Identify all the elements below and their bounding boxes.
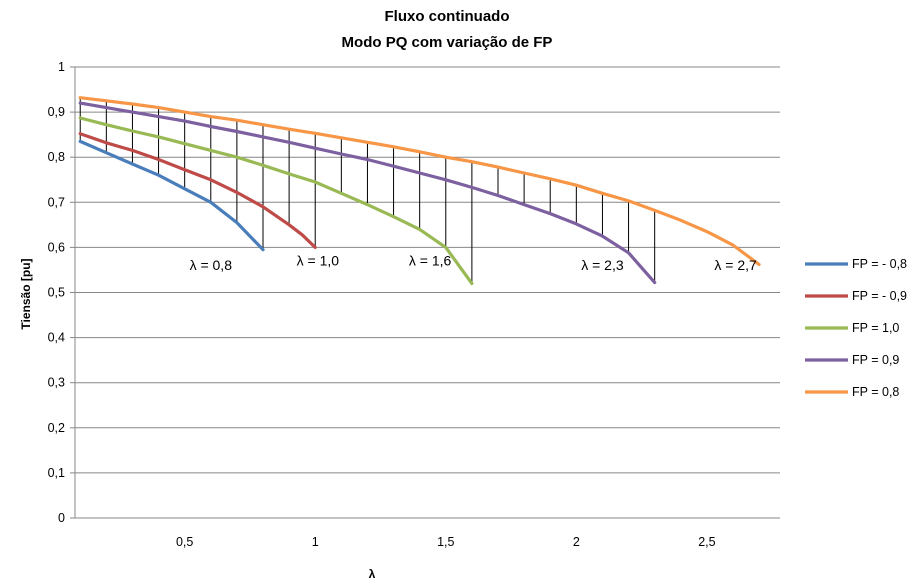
legend-label: FP = - 0,9 (852, 289, 907, 303)
x-tick-label: 2,5 (698, 535, 715, 549)
annotations: λ = 0,8 λ = 1,0 λ = 1,6 λ = 2,3 λ = 2,7 (190, 252, 757, 273)
axes: 0 0,1 0,2 0,3 0,4 0,5 0,6 0,7 0,8 0,9 1 0,5 1 1,5 2 2,5 (48, 60, 780, 549)
legend: FP = - 0,8 FP = - 0,9 FP = 1,0 FP = 0,9 FP =… (805, 257, 907, 399)
y-tick-label: 0,2 (48, 421, 65, 435)
series-lines (78, 96, 761, 286)
annotation-label: λ = 1,0 (297, 252, 340, 268)
x-tick-label: 1,5 (437, 535, 454, 549)
series-line (78, 96, 761, 267)
series-line (78, 132, 317, 249)
legend-label: FP = 1,0 (852, 321, 899, 335)
series-line (78, 116, 474, 286)
legend-label: FP = - 0,8 (852, 257, 907, 271)
x-axis-label: λ (369, 567, 376, 581)
x-tick-label: 0,5 (176, 535, 193, 549)
grid (75, 66, 780, 474)
y-axis-label: Tiensão [pu] (19, 258, 33, 329)
chart-title: Fluxo continuado (385, 8, 510, 25)
annotation-label: λ = 0,8 (190, 257, 233, 273)
annotation-label: λ = 2,7 (714, 257, 757, 273)
legend-label: FP = 0,9 (852, 353, 899, 367)
annotation-label: λ = 2,3 (581, 257, 624, 273)
y-tick-label: 0,5 (48, 286, 65, 300)
y-tick-label: 0,9 (48, 105, 65, 119)
x-tick-label: 2 (573, 535, 580, 549)
y-tick-label: 1 (58, 60, 65, 74)
hatch-lines (79, 97, 656, 284)
annotation-label: λ = 1,6 (409, 252, 452, 268)
y-tick-label: 0,6 (48, 240, 65, 254)
legend-label: FP = 0,8 (852, 385, 899, 399)
y-tick-label: 0,3 (48, 376, 65, 390)
y-tick-label: 0 (58, 511, 65, 525)
series-line (78, 101, 657, 285)
y-tick-label: 0,7 (48, 195, 65, 209)
y-tick-label: 0,4 (48, 331, 65, 345)
series-line (78, 139, 265, 252)
y-tick-label: 0,1 (48, 466, 65, 480)
y-tick-label: 0,8 (48, 150, 65, 164)
x-tick-label: 1 (312, 535, 319, 549)
chart-subtitle: Modo PQ com variação de FP (342, 34, 553, 51)
